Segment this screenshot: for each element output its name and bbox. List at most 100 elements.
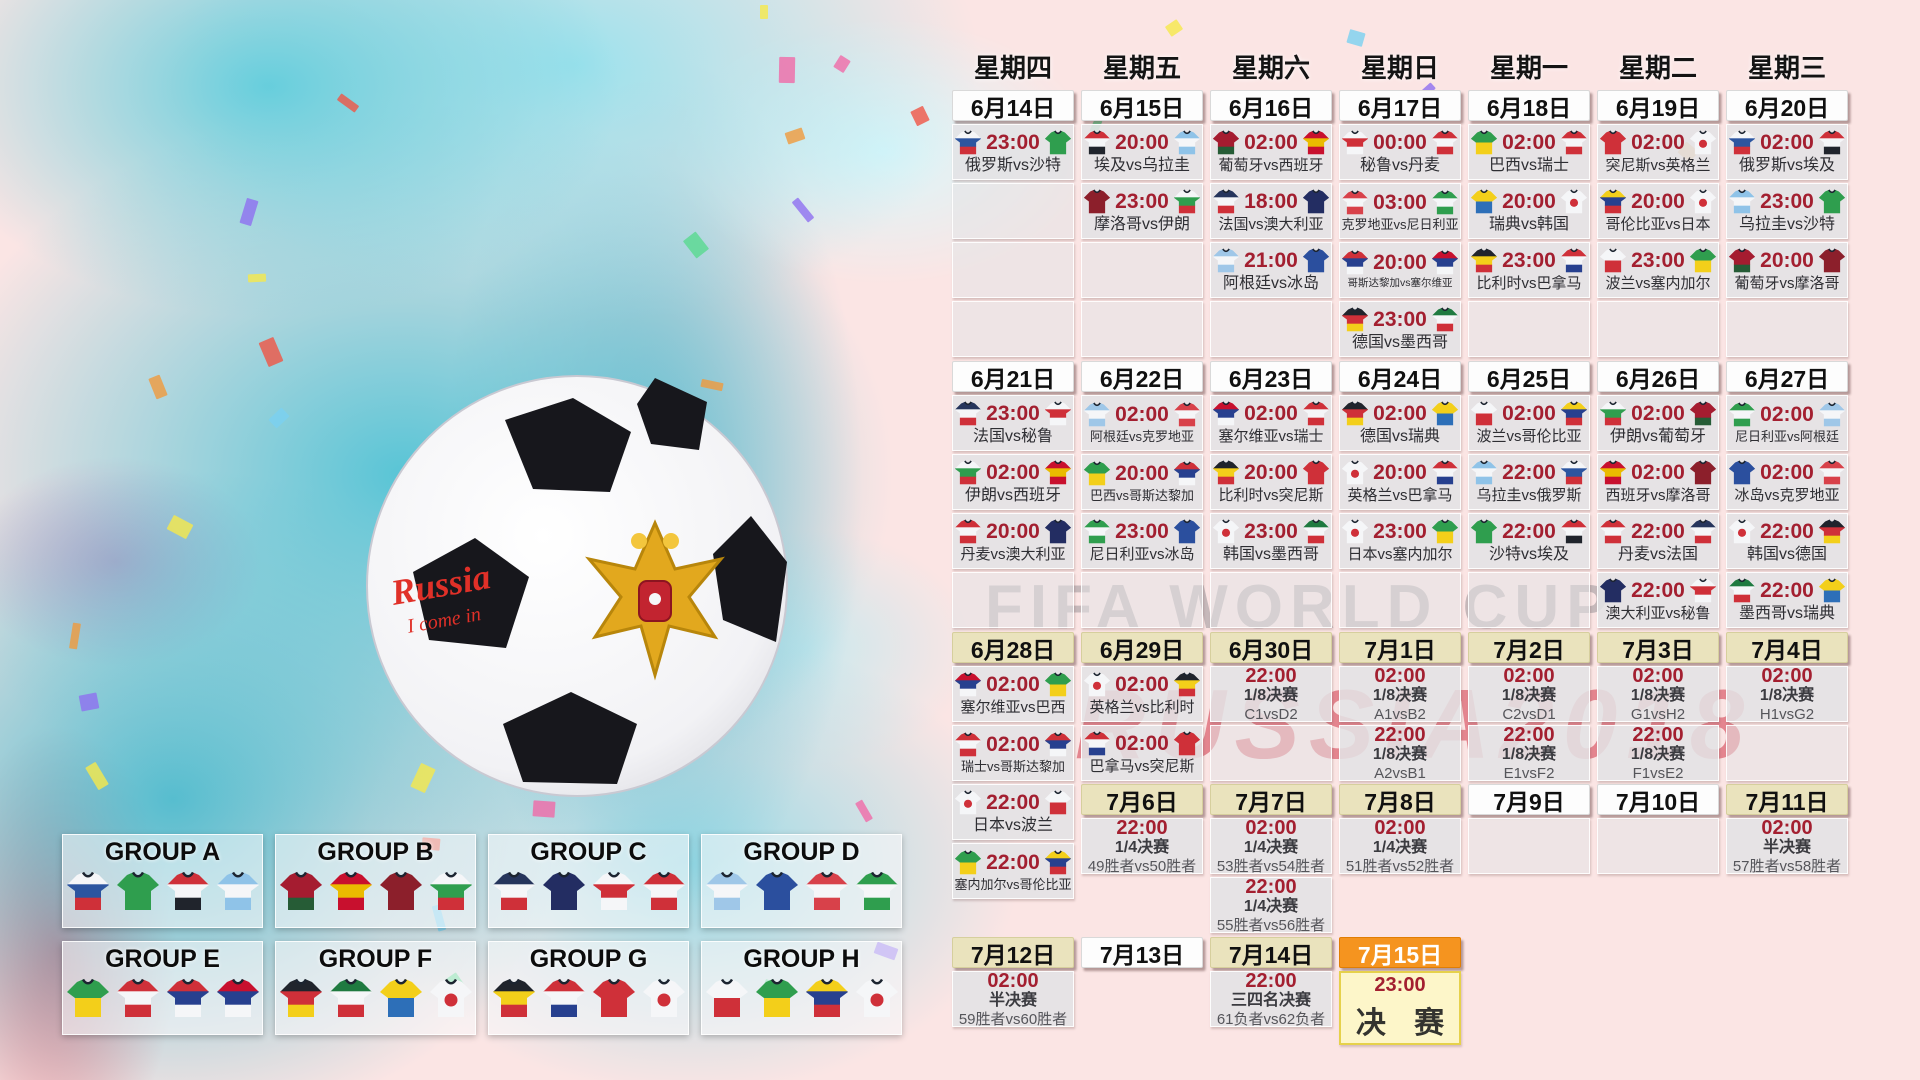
- pairing-label: F1vsE2: [1632, 764, 1684, 782]
- match-cell: 23:00 比利时vs巴拿马: [1468, 242, 1590, 298]
- match-teams: 阿根廷vs冰岛: [1222, 274, 1319, 292]
- date-button[interactable]: 7月9日: [1468, 784, 1590, 815]
- match-cell: 02:00 巴西vs瑞士: [1468, 124, 1590, 180]
- kickoff-time: 22:00: [1632, 724, 1684, 747]
- blank-slot: [1081, 971, 1203, 1027]
- date-button[interactable]: 7月8日: [1339, 784, 1461, 815]
- team-jersey-icon: [1213, 401, 1240, 426]
- date-button[interactable]: 7月7日: [1210, 784, 1332, 815]
- pairing-label: E1vsF2: [1503, 764, 1555, 782]
- team-jersey-icon: [1213, 460, 1240, 485]
- team-jersey-icon: [755, 978, 798, 1017]
- kickoff-time: 22:00: [1631, 519, 1685, 543]
- team-jersey-icon: [542, 978, 585, 1017]
- empty-slot: [1339, 572, 1461, 628]
- team-jersey-icon: [1729, 578, 1756, 602]
- match-cell: 02:00 葡萄牙vs西班牙: [1210, 124, 1332, 180]
- date-button[interactable]: 7月3日: [1597, 632, 1719, 663]
- weekday-label: 星期日: [1360, 53, 1439, 83]
- match-teams: 比利时vs巴拿马: [1476, 275, 1582, 293]
- date-button[interactable]: 6月18日: [1468, 90, 1590, 121]
- date-button[interactable]: 7月4日: [1726, 632, 1848, 663]
- round-label: 1/8决赛: [1630, 746, 1686, 764]
- match-cell: 23:00 日本vs塞内加尔: [1339, 513, 1461, 569]
- empty-slot: [1081, 301, 1203, 357]
- match-row: 22:00: [1728, 578, 1846, 603]
- date-button[interactable]: 6月15日: [1081, 90, 1203, 121]
- team-jersey-icon: [1729, 189, 1756, 213]
- match-row: 02:00: [1728, 402, 1846, 427]
- date-button[interactable]: 7月1日: [1339, 632, 1461, 663]
- date-button[interactable]: 7月6日: [1081, 784, 1203, 815]
- match-row: 00:00: [1341, 130, 1459, 155]
- kickoff-time: 02:00: [1631, 401, 1685, 425]
- team-jersey-icon: [1173, 731, 1200, 756]
- match-teams: 塞尔维亚vs巴西: [960, 699, 1066, 717]
- match-teams: 克罗地亚vs尼日利亚: [1341, 217, 1459, 233]
- date-button[interactable]: 6月28日: [952, 632, 1074, 663]
- group-title: GROUP F: [318, 945, 433, 973]
- match-row: 20:00: [1212, 460, 1330, 485]
- knockout-cell: 02:00 1/8决赛 C2vsD1: [1468, 665, 1590, 723]
- team-jersey-icon: [1471, 519, 1498, 543]
- team-jersey-icon: [1342, 130, 1369, 154]
- kickoff-time: 20:00: [1373, 461, 1427, 485]
- date-button[interactable]: 6月29日: [1081, 632, 1203, 663]
- date-button[interactable]: 6月26日: [1597, 361, 1719, 392]
- date-button[interactable]: 7月12日: [952, 937, 1074, 968]
- date-button[interactable]: 6月22日: [1081, 361, 1203, 392]
- date-button[interactable]: 6月23日: [1210, 361, 1332, 392]
- team-jersey-icon: [1729, 460, 1756, 485]
- date-button[interactable]: 6月17日: [1339, 90, 1461, 121]
- date-button[interactable]: 6月27日: [1726, 361, 1848, 392]
- team-jersey-icon: [1342, 190, 1369, 215]
- team-jersey-icon: [1342, 460, 1369, 485]
- date-button[interactable]: 6月20日: [1726, 90, 1848, 121]
- date-button[interactable]: 6月21日: [952, 361, 1074, 392]
- team-jersey-icon: [1471, 248, 1498, 273]
- team-jersey-icon: [855, 871, 898, 910]
- group-title: GROUP C: [530, 838, 647, 866]
- kickoff-time: 02:00: [1115, 673, 1169, 697]
- match-cell: 23:00 法国vs秘鲁: [952, 395, 1074, 451]
- date-button[interactable]: 6月30日: [1210, 632, 1332, 663]
- date-button[interactable]: 6月16日: [1210, 90, 1332, 121]
- match-row: 20:00: [1341, 250, 1459, 275]
- date-button[interactable]: 6月14日: [952, 90, 1074, 121]
- date-button[interactable]: 7月15日: [1339, 937, 1461, 968]
- knockout-cell: 22:00 1/8决赛 F1vsE2: [1597, 724, 1719, 782]
- final-match-cell: 23:00 决 赛: [1339, 971, 1461, 1045]
- calendar-column: 6月20日 02:00 俄罗斯vs埃及 23:00 乌拉圭vs沙特 20:00 …: [1726, 90, 1848, 357]
- team-jersey-icon: [1302, 189, 1329, 214]
- kickoff-time: 02:00: [1632, 665, 1684, 688]
- match-row: 02:00: [1470, 130, 1588, 155]
- pairing-label: A2vsB1: [1374, 764, 1426, 782]
- date-button[interactable]: 7月2日: [1468, 632, 1590, 663]
- group-jerseys: [702, 978, 901, 1018]
- team-jersey-icon: [705, 871, 748, 910]
- calendar-column: 6月21日 23:00 法国vs秘鲁 02:00 伊朗vs西班牙 20:00 丹…: [952, 361, 1074, 628]
- team-jersey-icon: [1471, 130, 1498, 154]
- team-jersey-icon: [329, 978, 372, 1017]
- date-button[interactable]: 6月24日: [1339, 361, 1461, 392]
- group-jerseys: [489, 978, 688, 1018]
- date-button[interactable]: 7月11日: [1726, 784, 1848, 815]
- kickoff-time: 02:00: [1761, 817, 1813, 840]
- match-teams: 墨西哥vs瑞典: [1738, 604, 1835, 622]
- match-teams: 尼日利亚vs阿根廷: [1734, 429, 1839, 445]
- match-row: 20:00: [1083, 461, 1201, 486]
- team-jersey-icon: [1600, 578, 1627, 603]
- kickoff-time: 02:00: [1245, 817, 1297, 840]
- date-button[interactable]: 6月25日: [1468, 361, 1590, 392]
- match-teams: 韩国vs墨西哥: [1222, 545, 1319, 563]
- date-button[interactable]: 7月10日: [1597, 784, 1719, 815]
- date-button[interactable]: 7月14日: [1210, 937, 1332, 968]
- team-jersey-icon: [805, 978, 848, 1017]
- date-button[interactable]: 6月19日: [1597, 90, 1719, 121]
- calendar-column: 6月16日 02:00 葡萄牙vs西班牙 18:00 法国vs澳大利亚 21:0…: [1210, 90, 1332, 357]
- date-button[interactable]: 7月13日: [1081, 937, 1203, 968]
- pairing-label: 61负者vs62负者: [1216, 1010, 1326, 1028]
- knockout-cell: 22:00 1/8决赛 A2vsB1: [1339, 724, 1461, 782]
- team-jersey-icon: [1689, 460, 1716, 485]
